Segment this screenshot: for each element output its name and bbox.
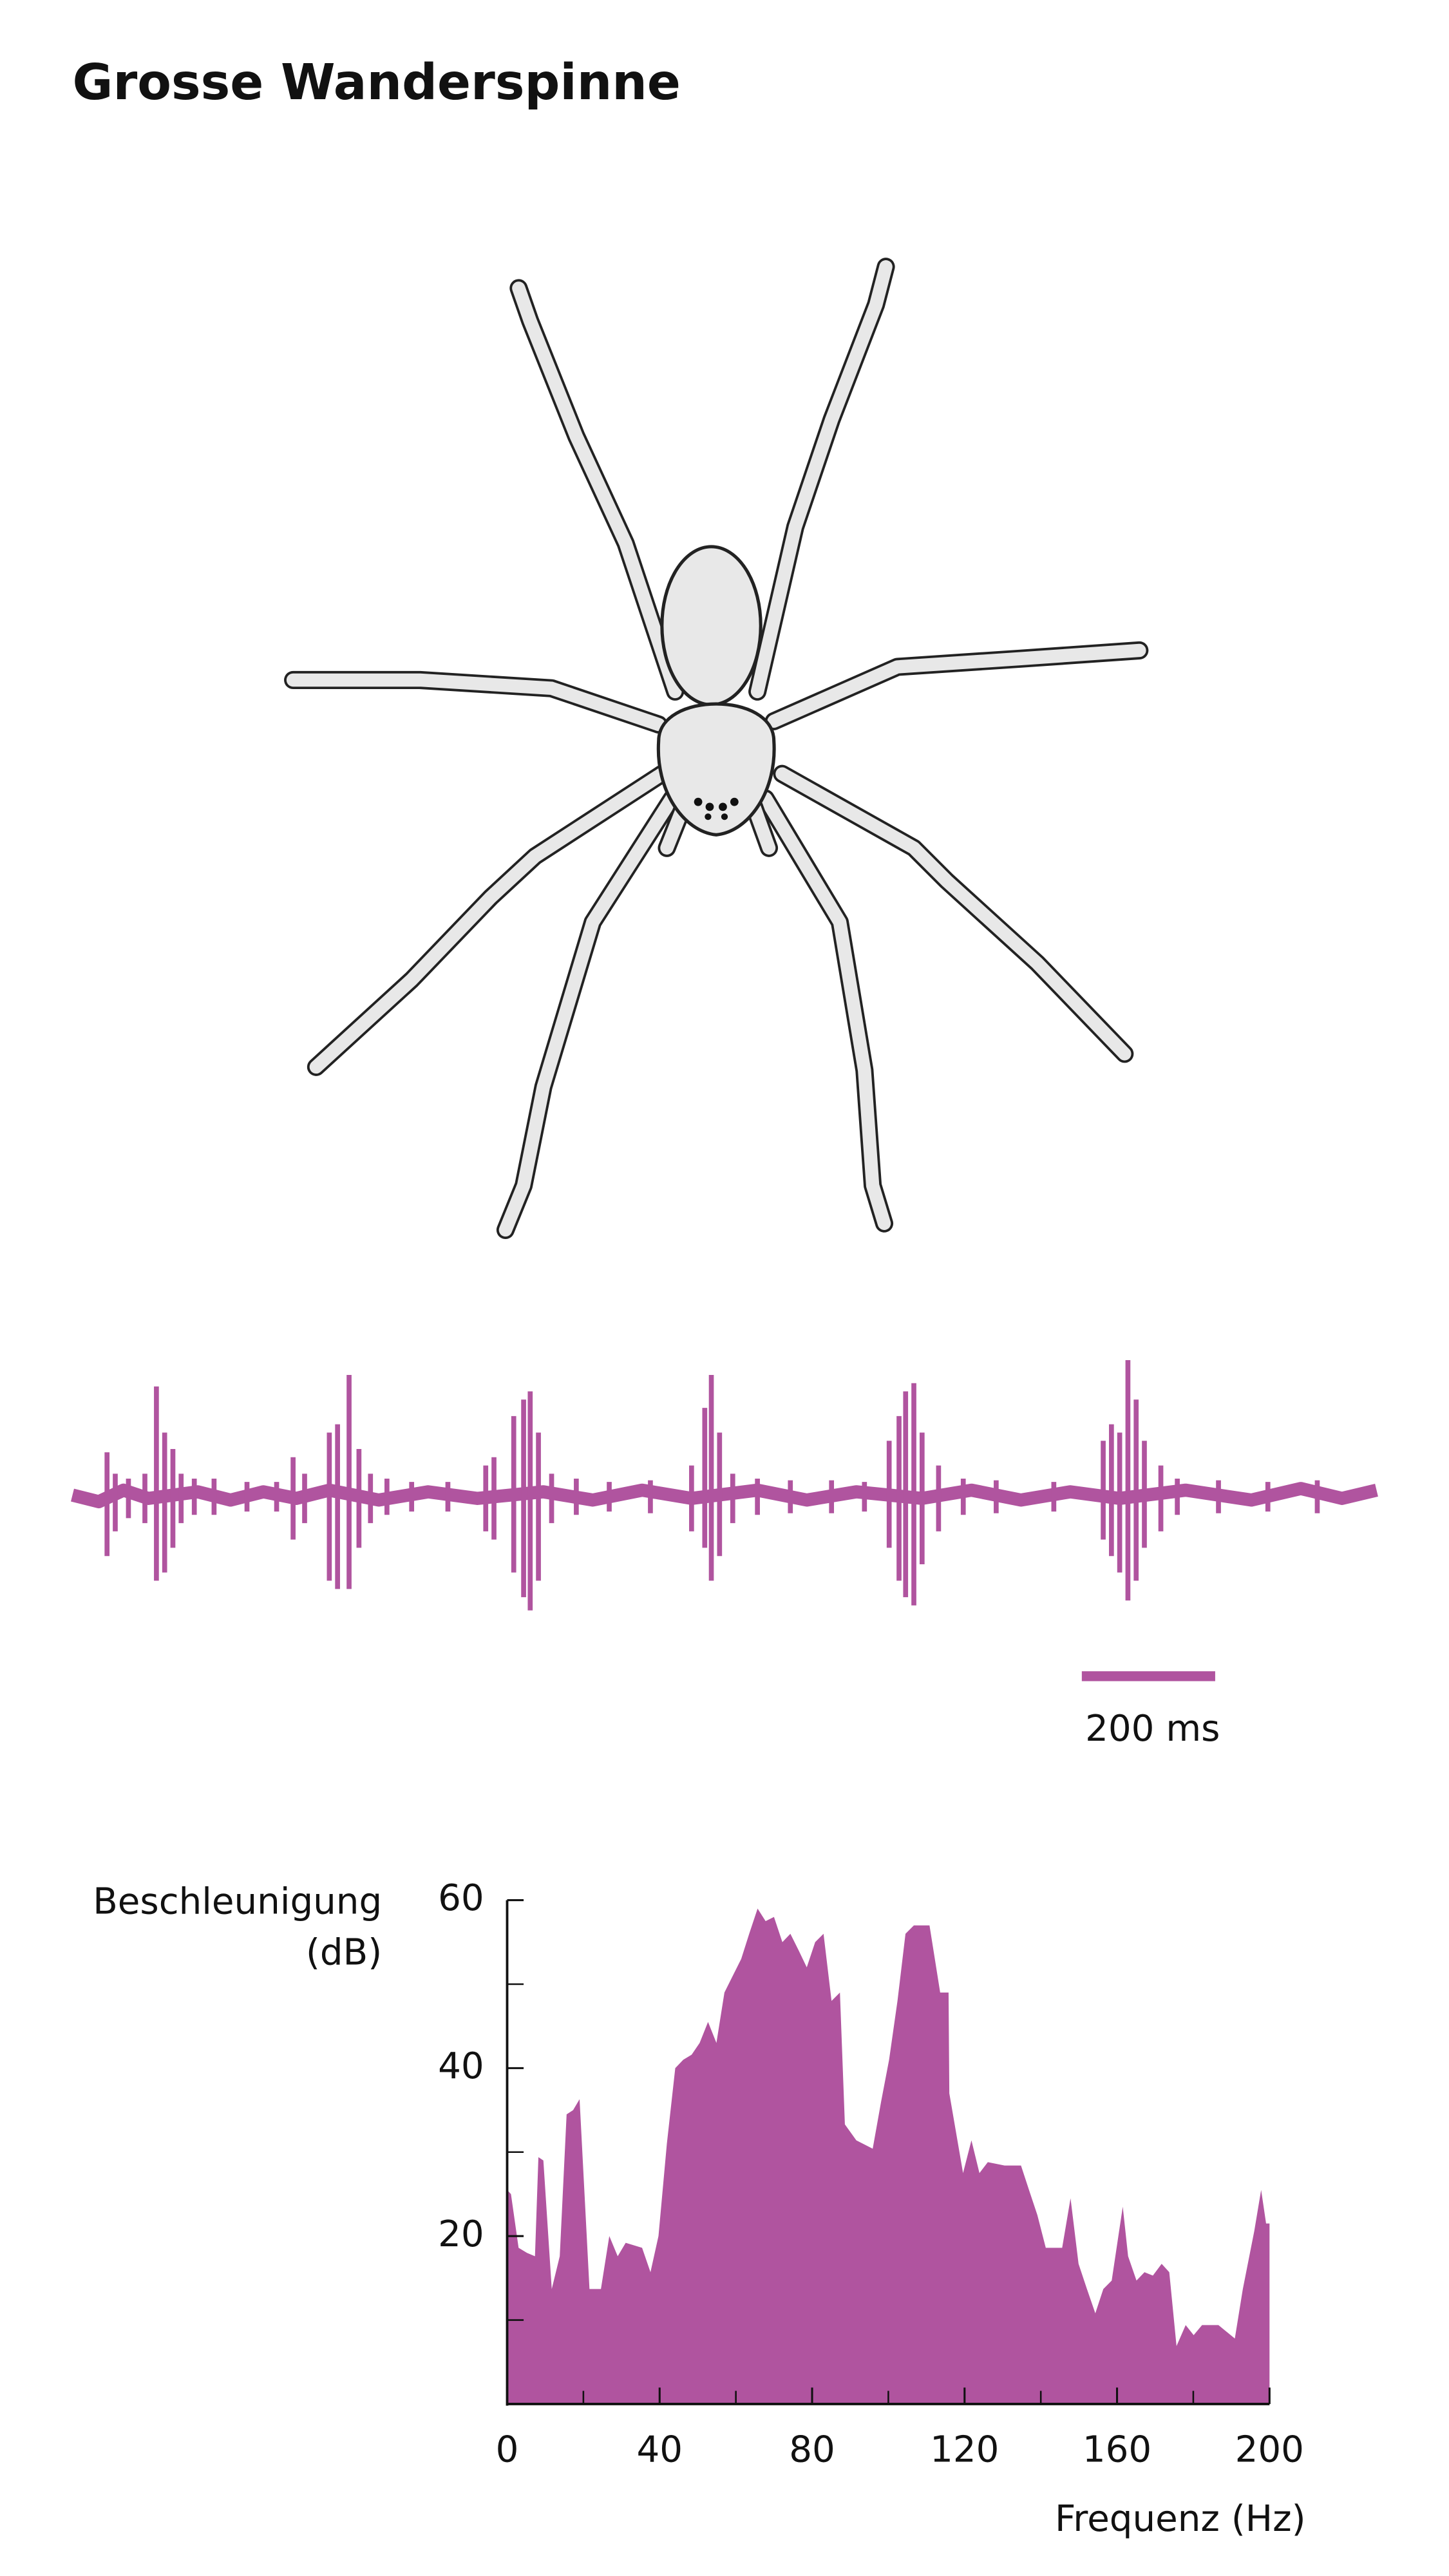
y-tick-label: 20: [438, 2213, 484, 2255]
spider-cephalothorax: [656, 702, 776, 837]
spectrum-area: [507, 1908, 1270, 2404]
spider-abdomen: [660, 545, 762, 706]
x-tick-label: 40: [636, 2429, 683, 2471]
x-tick-label: 0: [496, 2429, 519, 2471]
waveform-baseline: [71, 1482, 1378, 1509]
waveform-spikes: [104, 1359, 1320, 1611]
oscillogram: 200 ms: [71, 1359, 1378, 1750]
spider-legs: [284, 258, 1149, 1240]
y-axis-label: Beschleunigung: [93, 1880, 382, 1922]
scale-bar-label: 200 ms: [1085, 1708, 1220, 1750]
x-axis-label: Frequenz (Hz): [1055, 2498, 1305, 2540]
x-tick-label: 120: [930, 2429, 999, 2471]
y-axis-label: (dB): [306, 1932, 382, 1974]
spider-illustration: [284, 258, 1149, 1240]
x-tick-label: 160: [1083, 2429, 1151, 2471]
spectrum-chart: Beschleunigung (dB) Frequenz (Hz) 20 40 60…: [93, 1877, 1305, 2540]
title: Grosse Wanderspinne: [73, 54, 681, 111]
x-tick-label: 80: [789, 2429, 835, 2471]
spider-eyes: [694, 797, 739, 820]
y-tick-label: 60: [438, 1877, 484, 1919]
y-tick-label: 40: [438, 2045, 484, 2087]
x-tick-label: 200: [1235, 2429, 1304, 2471]
